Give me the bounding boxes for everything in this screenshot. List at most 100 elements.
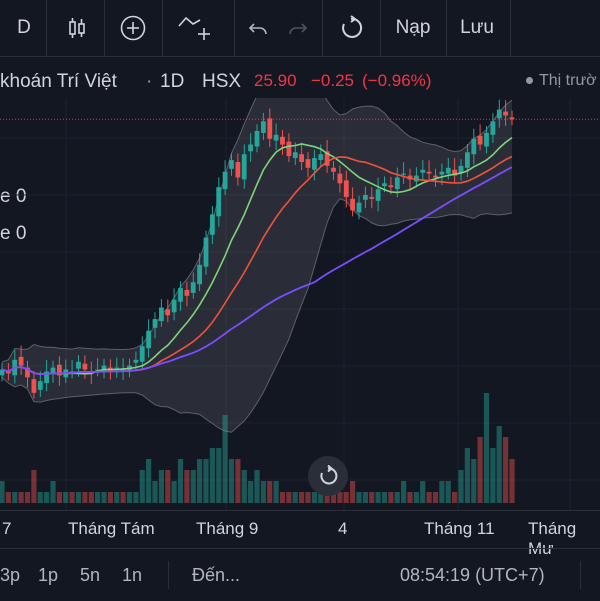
volume-bar xyxy=(369,492,375,503)
volume-bar xyxy=(184,470,190,503)
price-change: −0.25 xyxy=(311,71,355,90)
volume-bar xyxy=(82,492,88,503)
candle-body xyxy=(452,169,457,176)
candle-body xyxy=(369,196,375,199)
save-button[interactable]: Lưu xyxy=(452,8,502,48)
candle-body xyxy=(280,136,285,145)
volume-bar xyxy=(464,448,470,503)
candle-body xyxy=(31,379,37,393)
reset-chart-button[interactable] xyxy=(308,456,348,496)
indicators-button[interactable] xyxy=(60,8,94,48)
volume-bar xyxy=(426,492,432,503)
volume-bar xyxy=(235,459,241,503)
volume-bar xyxy=(299,492,305,503)
volume-bar xyxy=(190,470,196,503)
candles-icon xyxy=(69,18,85,38)
volume-bar xyxy=(31,470,37,503)
plus-circle-icon xyxy=(120,15,146,41)
volume-bar xyxy=(241,470,247,503)
volume-bar xyxy=(273,481,279,503)
volume-bar xyxy=(388,492,394,503)
candle-body xyxy=(401,173,406,175)
candle-body xyxy=(490,121,496,135)
candle-body xyxy=(484,132,489,147)
volume-bar xyxy=(311,492,317,503)
ma-slow-line xyxy=(1,166,513,376)
volume-bar xyxy=(95,492,101,503)
candle-body xyxy=(343,180,349,197)
load-button[interactable]: Nạp xyxy=(388,8,438,48)
volume-bar xyxy=(133,492,139,503)
symbol-button[interactable]: D xyxy=(10,8,38,48)
volume-bar xyxy=(337,492,343,503)
candle-body xyxy=(261,121,266,133)
candle-body xyxy=(76,361,81,369)
volume-bar xyxy=(63,492,69,503)
volume-bar xyxy=(158,470,164,503)
volume-bar xyxy=(343,492,349,503)
add-indicator-button[interactable] xyxy=(174,8,218,48)
volume-bar xyxy=(197,459,203,503)
time-label: Tháng Tám xyxy=(68,519,155,538)
range-button[interactable]: 1p xyxy=(38,565,59,585)
candle-body xyxy=(439,171,445,175)
interval-label[interactable]: 1D xyxy=(160,71,185,92)
volume-bar xyxy=(5,492,11,503)
range-button[interactable]: 3p xyxy=(0,565,21,585)
candle-body xyxy=(363,195,368,200)
candle-body xyxy=(139,346,145,362)
candle-body xyxy=(248,144,253,152)
candle-body xyxy=(197,264,202,285)
candle-body xyxy=(229,160,234,169)
clock-timezone[interactable]: 08:54:19 (UTC+7) xyxy=(400,565,545,585)
volume-bar xyxy=(483,393,490,503)
volume-bar xyxy=(24,492,31,503)
candle-body xyxy=(273,134,279,141)
redo-button[interactable] xyxy=(284,8,312,48)
candle-body xyxy=(299,154,304,162)
candle-body xyxy=(171,299,177,313)
candle-body xyxy=(254,131,260,147)
range-button[interactable]: 1n xyxy=(122,565,143,585)
goto-date-button[interactable]: Đến... xyxy=(192,565,241,585)
candle-body xyxy=(350,198,355,211)
candle-body xyxy=(445,167,451,174)
market-status: Thị trườ xyxy=(526,72,597,90)
volume-bar xyxy=(471,459,477,503)
volume-bar xyxy=(56,492,62,503)
volume-bar xyxy=(165,470,171,503)
candle-body xyxy=(178,288,183,302)
candle-body xyxy=(471,138,477,155)
volume-bar xyxy=(305,492,311,503)
symbol-name[interactable]: khoán Trí Việt xyxy=(0,71,117,92)
candle-body xyxy=(356,202,362,213)
candle-body xyxy=(203,237,209,267)
volume-bar xyxy=(439,481,445,503)
volume-bar xyxy=(394,492,400,503)
reload-button[interactable] xyxy=(334,8,368,48)
volume-bar xyxy=(101,492,107,503)
time-axis[interactable]: 7 Tháng Tám Tháng 9 4 Tháng 11 Tháng Mư xyxy=(0,510,600,558)
volume-bar xyxy=(413,492,419,503)
market-status-text: Thị trườ xyxy=(539,72,597,89)
candle-body xyxy=(120,369,126,371)
volume-bar xyxy=(228,459,235,503)
price-chart[interactable] xyxy=(0,98,600,510)
candle-body xyxy=(57,364,62,376)
candle-body xyxy=(477,135,483,145)
volume-bar xyxy=(37,492,43,503)
candle-body xyxy=(25,367,30,378)
volume-bar xyxy=(279,492,286,503)
volume-bar xyxy=(107,492,113,503)
volume-bar xyxy=(139,470,145,503)
indicator-plus-icon xyxy=(178,16,210,40)
undo-button[interactable] xyxy=(244,8,272,48)
candle-body xyxy=(216,187,222,217)
add-compare-button[interactable] xyxy=(116,8,150,48)
volume-bar xyxy=(503,437,509,503)
volume-bar xyxy=(171,481,177,503)
reload-icon xyxy=(342,15,363,38)
range-button[interactable]: 5n xyxy=(80,565,101,585)
volume-bar xyxy=(50,481,56,503)
volume-bar xyxy=(203,459,209,503)
